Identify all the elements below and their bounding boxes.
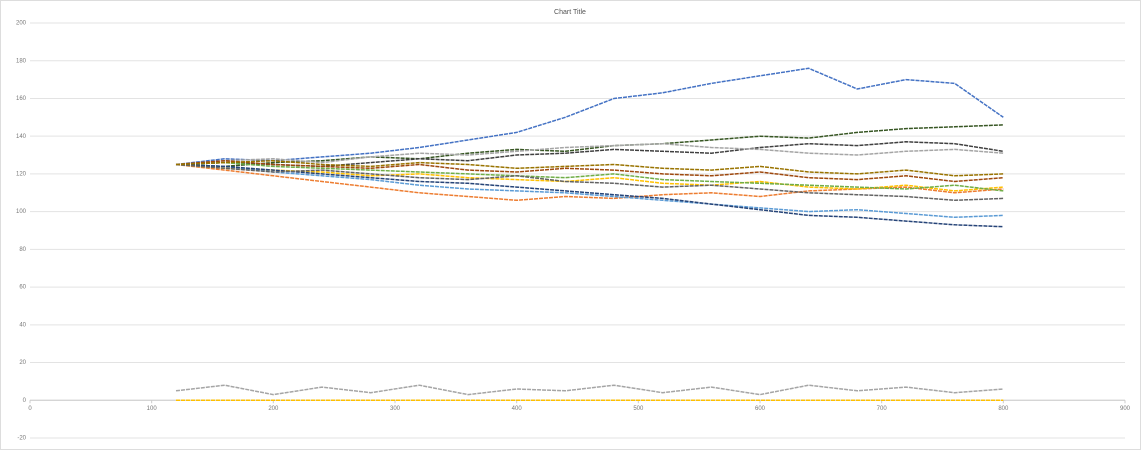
series-line: [175, 67, 1004, 166]
y-tick-label: 200: [16, 21, 27, 27]
x-tick-label: 200: [268, 406, 279, 412]
y-tick-label: -20: [17, 436, 26, 442]
series-line: [175, 163, 1004, 202]
y-tick-label: 40: [19, 322, 26, 328]
y-tick-label: 60: [19, 285, 26, 291]
x-tick-label: 900: [1120, 406, 1131, 412]
series-line: [175, 142, 1004, 166]
x-tick-label: 700: [877, 406, 888, 412]
x-tick-label: 300: [390, 406, 401, 412]
chart-title: Chart Title: [554, 9, 586, 16]
series-line: [175, 161, 1004, 192]
y-tick-label: 0: [23, 398, 27, 404]
series-line: [175, 163, 1004, 228]
series-line: [175, 124, 1004, 168]
x-tick-label: 100: [147, 406, 158, 412]
x-tick-label: 500: [633, 406, 644, 412]
y-tick-label: 160: [16, 96, 27, 102]
x-tick-label: 400: [512, 406, 523, 412]
x-tick-label: 800: [998, 406, 1009, 412]
series-line: [175, 159, 1004, 183]
y-tick-label: 180: [16, 58, 27, 64]
y-tick-label: 20: [19, 360, 26, 366]
series-line: [175, 163, 1004, 192]
series-line: [175, 163, 1004, 219]
x-tick-label: 600: [755, 406, 766, 412]
series-line: [175, 384, 1004, 396]
x-tick-label: 0: [28, 406, 32, 412]
y-tick-label: 120: [16, 171, 27, 177]
y-tick-label: 100: [16, 209, 27, 215]
y-tick-label: 80: [19, 247, 26, 253]
series-line: [175, 159, 1004, 177]
y-tick-label: 140: [16, 134, 27, 140]
